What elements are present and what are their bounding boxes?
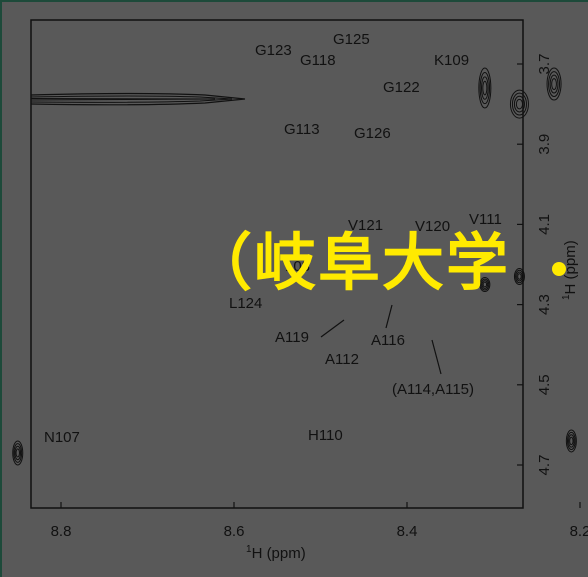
ridge-contour [30, 92, 246, 106]
label-leader-lines [320, 304, 442, 375]
frame-edge-top [0, 0, 588, 2]
contour-ring [481, 280, 489, 289]
contour-ring [513, 95, 525, 113]
y-tick-label: 4.3 [536, 294, 553, 315]
x-tick-label: 8.4 [397, 523, 418, 540]
x-axis-ticks: 8.88.68.48.28.0 [51, 502, 588, 540]
contour-ring [568, 434, 575, 448]
peak-label-h110: H110 [308, 427, 343, 444]
contour-ring [517, 273, 522, 280]
contour-ring [479, 71, 491, 105]
peak-contours [12, 67, 577, 466]
x-tick-label: 8.8 [51, 523, 72, 540]
peak-label-n107: N107 [44, 429, 80, 446]
contour-ring [482, 80, 488, 96]
contour-ring [15, 448, 20, 458]
peak-label-g118: G118 [300, 52, 336, 69]
x-axis-label-text: H (ppm) [252, 545, 306, 562]
peak-labels: G123 G118 G125 G113 G126 G122 K109 V121 V120 V111… [44, 31, 502, 446]
peak-g113 [509, 89, 529, 119]
contour-ring [546, 67, 562, 101]
overlay-dot [552, 262, 566, 276]
contour-ring [566, 431, 576, 451]
ridge-contour [30, 95, 233, 103]
x-tick-label: 8.6 [224, 523, 245, 540]
y-axis-label-superscript: 1 [561, 294, 572, 300]
contour-ring [516, 271, 523, 282]
contour-ring [515, 98, 524, 110]
peak-label-a119: A119 [275, 329, 309, 346]
peak-label-k109: K109 [434, 52, 469, 69]
peak-h110 [565, 429, 577, 453]
contour-ring [478, 67, 492, 109]
peak-label-108: 108 [285, 258, 310, 275]
x-axis-label: 1H (ppm) [246, 544, 306, 562]
overlay-watermark-text: （岐阜大学 [190, 226, 511, 299]
contour-ring [511, 92, 527, 116]
peak-label-g125: G125 [333, 31, 370, 48]
contour-ring [548, 71, 561, 98]
contour-ring [509, 89, 529, 119]
y-tick-label: 3.9 [536, 134, 553, 155]
y-axis-label: 1H (ppm) [561, 240, 579, 300]
peak-label-g113: G113 [284, 121, 320, 138]
peak-label-g122: G122 [383, 79, 420, 96]
leader-line [385, 304, 393, 329]
y-tick-label: 4.7 [536, 455, 553, 476]
x-axis-label-superscript: 1 [246, 544, 252, 555]
contour-ring [551, 78, 557, 90]
peak-l124 [479, 277, 491, 293]
y-tick-label: 4.1 [536, 214, 553, 235]
contour-ring [14, 445, 22, 461]
peak-label-v121: V121 [348, 217, 383, 234]
peak-label-g123: G123 [255, 42, 292, 59]
peak-label-a116: A116 [371, 332, 405, 349]
contour-ring [513, 268, 525, 286]
peak-g118 [546, 67, 562, 101]
contour-ring [565, 429, 577, 453]
contour-ring [12, 440, 24, 466]
y-tick-label: 3.7 [536, 54, 553, 75]
contour-ring [515, 269, 524, 284]
annotation-a114-a115: (A114,A115) [392, 381, 474, 398]
peak-n107 [12, 440, 24, 466]
peak-108 [513, 268, 525, 286]
contour-ring [482, 281, 488, 288]
peak-g123 [478, 67, 492, 109]
peak-label-v111: V111 [469, 211, 502, 228]
y-tick-label: 4.5 [536, 374, 553, 395]
peak-label-g126: G126 [354, 125, 391, 142]
contour-ring [549, 74, 559, 94]
leader-line [320, 319, 345, 338]
frame-edge-left [0, 0, 2, 577]
peak-label-v120: V120 [415, 218, 450, 235]
y-axis-ticks: 3.7 3.9 4.1 4.3 4.5 4.7 [517, 54, 553, 476]
ridge-contour [30, 98, 216, 101]
y-axis-label-text: H (ppm) [562, 240, 579, 294]
axial-ridge-artifact [30, 92, 246, 106]
plot-frame [30, 19, 524, 509]
peak-label-l124: L124 [229, 295, 262, 312]
contour-ring [13, 443, 23, 463]
contour-ring [479, 277, 491, 293]
contour-ring [480, 76, 489, 100]
peak-label-a112: A112 [325, 351, 359, 368]
contour-ring [569, 436, 574, 446]
x-tick-label: 8.2 [570, 523, 588, 540]
leader-line [431, 339, 442, 375]
contour-ring [480, 278, 490, 291]
